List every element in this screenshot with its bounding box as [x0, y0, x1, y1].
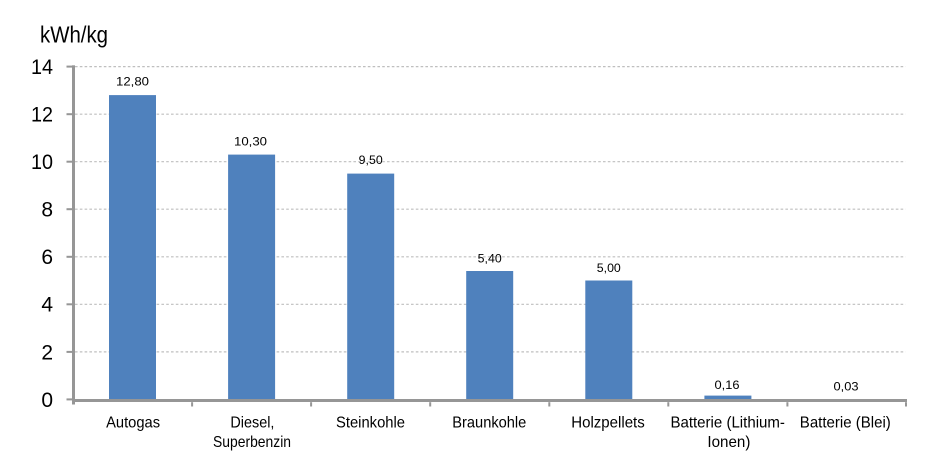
- svg-text:5,00: 5,00: [597, 262, 622, 275]
- svg-text:Batterie (Blei): Batterie (Blei): [800, 415, 891, 432]
- svg-text:2: 2: [41, 341, 53, 364]
- svg-text:14: 14: [31, 56, 53, 79]
- svg-text:10,30: 10,30: [234, 136, 268, 149]
- svg-text:Superbenzin: Superbenzin: [213, 434, 291, 451]
- svg-text:Holzpellets: Holzpellets: [571, 415, 645, 432]
- svg-text:0,03: 0,03: [834, 381, 859, 394]
- svg-text:kWh/kg: kWh/kg: [40, 22, 108, 48]
- svg-text:Diesel,: Diesel,: [230, 415, 274, 432]
- svg-text:4: 4: [41, 294, 53, 317]
- svg-text:6: 6: [41, 246, 53, 269]
- svg-text:10: 10: [31, 151, 53, 174]
- svg-text:Autogas: Autogas: [106, 415, 160, 432]
- svg-text:9,50: 9,50: [359, 154, 384, 167]
- svg-text:8: 8: [41, 199, 53, 222]
- svg-text:0,16: 0,16: [715, 379, 740, 392]
- svg-text:Batterie (Lithium-: Batterie (Lithium-: [670, 415, 785, 432]
- svg-text:Braunkohle: Braunkohle: [452, 415, 526, 432]
- svg-text:5,40: 5,40: [478, 253, 503, 266]
- svg-text:0: 0: [41, 389, 53, 412]
- svg-text:12: 12: [31, 104, 53, 127]
- svg-text:Steinkohle: Steinkohle: [336, 415, 405, 432]
- svg-text:12,80: 12,80: [116, 76, 150, 89]
- svg-text:Ionen): Ionen): [707, 434, 750, 451]
